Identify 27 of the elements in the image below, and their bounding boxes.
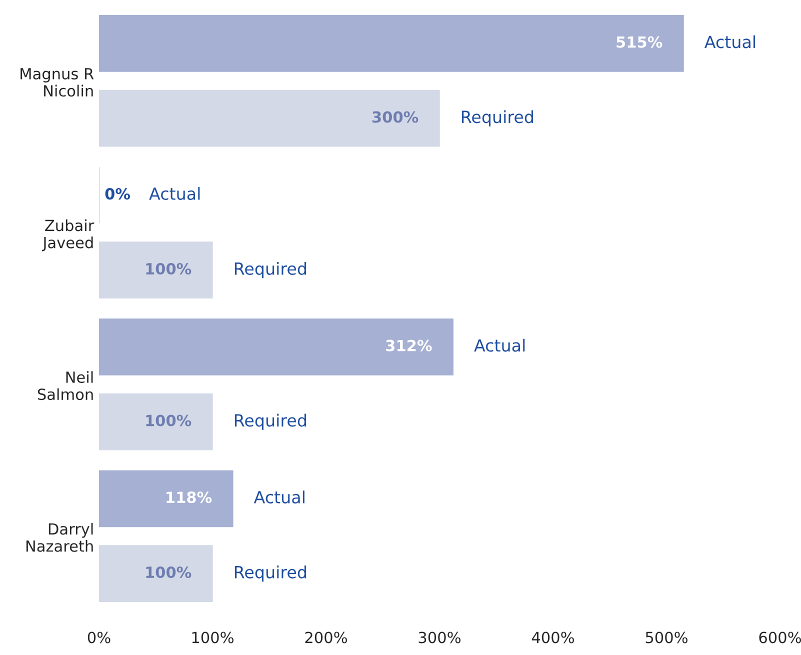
text: Required — [234, 414, 306, 430]
data-label: 0% — [105, 188, 130, 200]
text: Actual — [704, 35, 756, 48]
x-tick-label: 300% — [418, 632, 460, 644]
data-label: 515% — [616, 36, 662, 48]
x-tick-label: 200% — [305, 632, 347, 644]
series-label: Actual — [474, 338, 525, 352]
text: Required — [234, 566, 306, 582]
text: Required — [462, 110, 533, 126]
data-label: 100% — [146, 262, 192, 275]
y-tick-label: Zubair Javeed — [42, 219, 94, 252]
y-tick-label: Neil Salmon — [38, 371, 93, 400]
text: Actual — [149, 187, 200, 200]
x-tick-label: 400% — [532, 632, 574, 644]
x-tick-label: 100% — [192, 632, 234, 644]
x-tick-label: 0% — [88, 632, 110, 644]
y-tick-label: Darryl Nazareth — [26, 522, 93, 552]
text: Actual — [254, 490, 304, 504]
data-label: 300% — [372, 111, 418, 123]
x-tick-label: 600% — [759, 632, 801, 644]
data-label: 312% — [386, 340, 432, 352]
y-tick-label: Magnus R Nicolin — [20, 68, 94, 97]
data-label: 118% — [166, 492, 212, 504]
series-label: Required — [234, 262, 306, 278]
data-label: 100% — [146, 414, 192, 426]
data-label: 100% — [146, 566, 192, 578]
x-tick-label: 500% — [646, 632, 688, 644]
